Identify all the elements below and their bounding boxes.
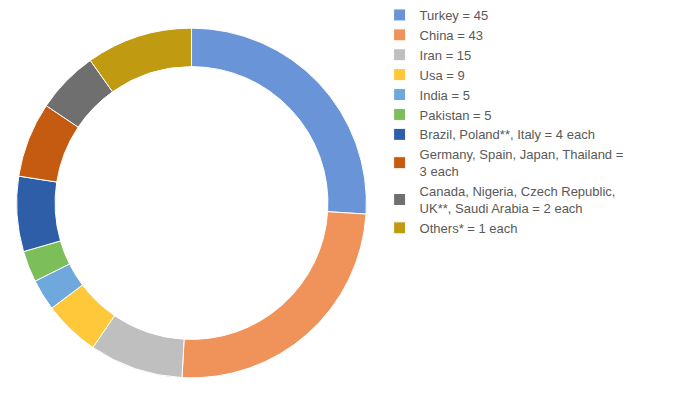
svg-text:Pakistan = 5: Pakistan = 5 xyxy=(420,108,492,123)
svg-text:India = 5: India = 5 xyxy=(420,88,470,103)
svg-text:Brazil, Poland**, Italy = 4 ea: Brazil, Poland**, Italy = 4 each xyxy=(420,127,595,142)
svg-text:Canada, Nigeria, Czech Republi: Canada, Nigeria, Czech Republic,UK**, Sa… xyxy=(420,184,616,216)
svg-text:Turkey = 45: Turkey = 45 xyxy=(420,8,489,23)
svg-text:Germany, Spain, Japan, Thailan: Germany, Spain, Japan, Thailand =3 each xyxy=(420,147,624,179)
svg-text:Iran = 15: Iran = 15 xyxy=(420,48,472,63)
svg-text:Others* = 1 each: Others* = 1 each xyxy=(420,221,518,236)
svg-text:China = 43: China = 43 xyxy=(420,28,483,43)
svg-text:Usa = 9: Usa = 9 xyxy=(420,68,465,83)
